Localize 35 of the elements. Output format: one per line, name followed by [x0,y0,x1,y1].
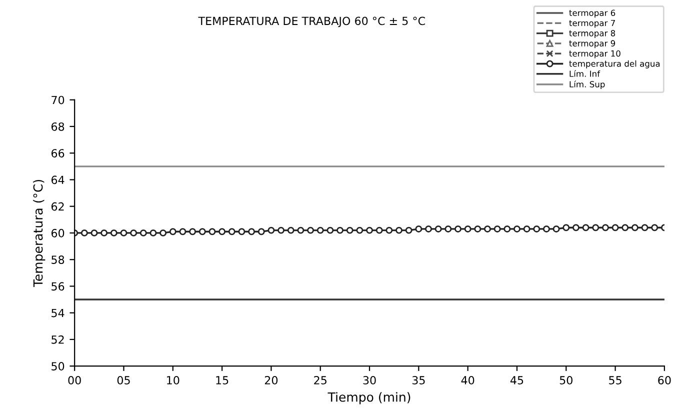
x-tick-label: 60 [658,376,671,384]
x-tick-label: 20 [264,376,278,384]
x-tick-label: 50 [560,376,572,384]
y-tick-label: 58 [52,256,64,264]
legend-label: termopar 6 [569,10,616,18]
y-axis-title: Temperatura (°C) [33,180,46,288]
legend-label: Lím. Inf [570,70,600,77]
x-tick-label: 25 [314,376,326,384]
y-tick-label: 70 [52,96,64,104]
y-tick-label: 68 [51,122,64,131]
x-tick-label: 30 [363,376,376,384]
chart-title: TEMPERATURA DE TRABAJO 60 °C ± 5 °C [198,16,425,28]
legend-label: termopar 10 [569,50,620,58]
y-tick-label: 56 [52,282,64,291]
x-axis-title: Tiempo (min) [328,392,410,404]
x-tick-label: 05 [117,376,130,384]
legend-label: termopar 7 [569,20,615,28]
x-tick-label: 35 [412,376,425,384]
legend-label: temperatura del agua [569,60,660,68]
y-tick-label: 62 [51,202,64,211]
y-tick-label: 64 [51,176,64,184]
y-tick-label: 52 [52,335,64,344]
x-tick-label: 45 [510,376,524,384]
y-tick-label: 54 [52,308,64,318]
x-tick-label: 15 [216,376,228,384]
legend-label: termopar 8 [569,30,616,38]
legend-label: Lím. Sup [570,80,605,90]
x-tick-label: 55 [609,376,622,384]
y-tick-label: 50 [52,362,64,370]
legend-label: termopar 9 [569,40,616,48]
x-tick-label: 10 [167,376,180,384]
x-tick-label: 40 [461,376,474,384]
x-tick-label: 00 [68,376,81,384]
y-tick-label: 60 [51,228,64,238]
y-tick-label: 66 [51,149,64,158]
